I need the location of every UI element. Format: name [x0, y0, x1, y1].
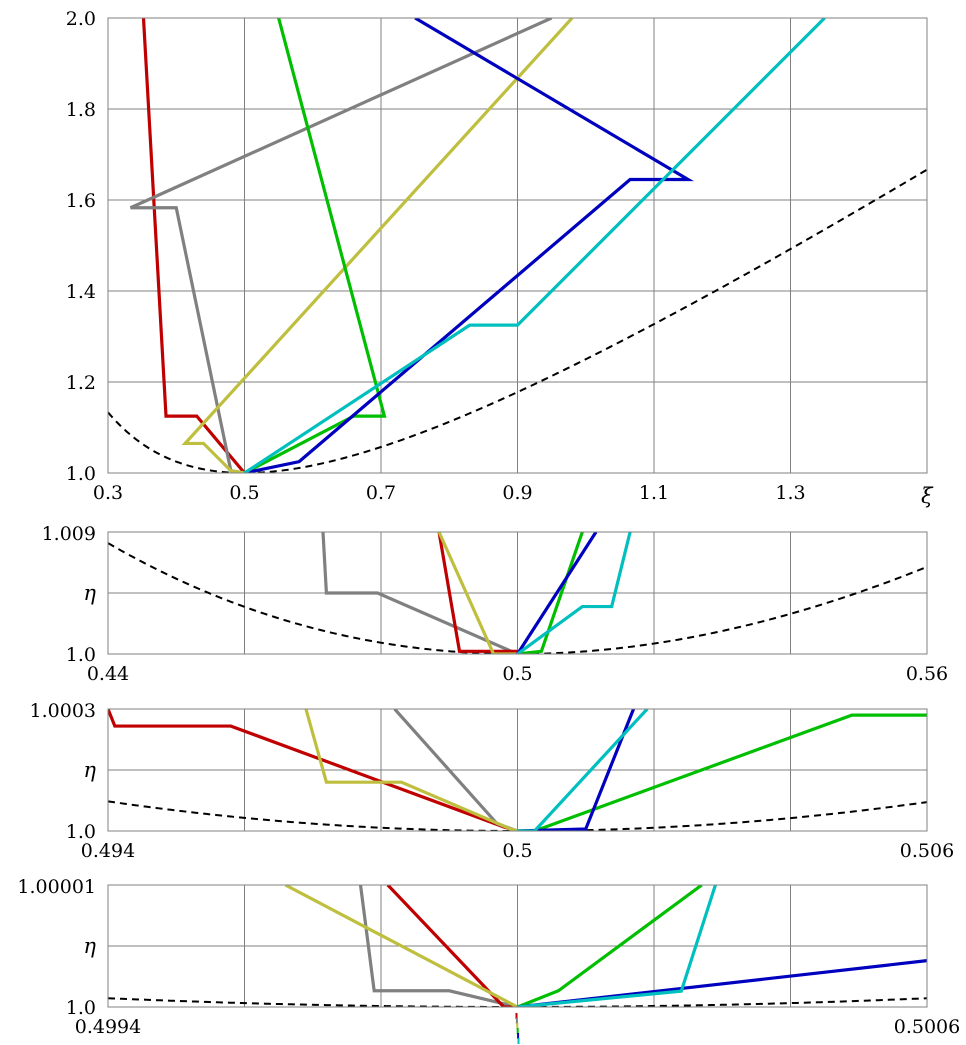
y-tick-label: 2.0 — [66, 8, 96, 30]
reference-curve — [108, 800, 927, 831]
x-tick-label: 0.5 — [502, 663, 532, 685]
series-line-red — [437, 532, 518, 653]
grid — [108, 884, 927, 1008]
series-line-cyan — [243, 18, 826, 473]
series-line-yellow — [181, 18, 574, 473]
y-tick-label: 1.0 — [66, 997, 96, 1019]
x-tick-label: 0.5 — [502, 840, 532, 862]
y-tick-label: 1.0003 — [30, 700, 96, 722]
plot-frame — [107, 884, 928, 1008]
y-tick-label: 1.009 — [42, 523, 96, 545]
reference-curve — [108, 542, 927, 654]
zoom-panel-2: 1.0 η 1.0003 0.494 0.5 0.506 — [30, 700, 955, 862]
x-axis-label: ξ — [921, 484, 934, 508]
y-tick-label: 1.00001 — [17, 876, 96, 898]
series-line-red — [141, 18, 246, 473]
series-line-red — [386, 885, 518, 1007]
series-line-cyan — [516, 532, 632, 654]
series-line-green — [243, 18, 387, 473]
y-tick-label: 1.0 — [66, 463, 96, 485]
reference-curve — [108, 997, 927, 1007]
y-tick-label: 1.6 — [66, 190, 96, 212]
series-line-blue — [244, 18, 694, 473]
zoom-panel-3: 1.0 η 1.00001 0.4994 0.5006 — [17, 876, 960, 1044]
x-tick-label: 0.3 — [93, 482, 123, 504]
y-tick-label: η — [83, 581, 96, 605]
series-line-green — [517, 713, 927, 831]
series-line-blue — [517, 709, 636, 831]
y-tick-label: 1.4 — [66, 281, 96, 303]
x-tick-label: 0.7 — [366, 482, 396, 504]
plot-frame — [107, 531, 928, 655]
series-line-gray — [321, 532, 519, 654]
y-tick-label: 1.0 — [66, 644, 96, 666]
x-tick-label: 0.494 — [81, 840, 135, 862]
series-line-gray — [358, 885, 518, 1007]
grid — [108, 531, 927, 655]
x-tick-label: 0.56 — [906, 663, 948, 685]
y-tick-label: η — [83, 934, 96, 958]
x-tick-label: 1.1 — [639, 482, 669, 504]
x-tick-label: 1.3 — [775, 482, 805, 504]
plot-frame — [107, 17, 928, 474]
plot-frame — [107, 708, 928, 832]
series-line-yellow — [437, 532, 518, 654]
x-tick-label: 0.5006 — [894, 1016, 960, 1038]
y-tick-label: 1.8 — [66, 99, 96, 121]
series-line-yellow — [304, 709, 518, 831]
grid — [108, 17, 927, 474]
series-line-cyan — [517, 885, 717, 1007]
series-line-green — [516, 885, 703, 1007]
x-tick-label: 0.5 — [229, 482, 259, 504]
series-line-yellow — [284, 885, 519, 1007]
series-line-blue — [516, 532, 598, 654]
x-tick-label: 0.4994 — [75, 1016, 141, 1038]
y-tick-label: 1.0 — [66, 821, 96, 843]
main-panel: 1.0 1.2 1.4 1.6 1.8 2.0 0.3 0.5 0.7 0.9 1.1 1.3 ξ — [66, 8, 934, 508]
y-tick-label: η — [83, 758, 96, 782]
y-tick-label: 1.2 — [66, 372, 96, 394]
x-tick-label: 0.44 — [87, 663, 129, 685]
reference-curve — [108, 168, 927, 473]
series-line-cyan — [517, 709, 649, 831]
x-tick-label: 0.9 — [502, 482, 532, 504]
x-tick-label: 0.506 — [900, 840, 954, 862]
zoom-panel-1: 1.0 η 1.009 0.44 0.5 0.56 — [42, 523, 949, 685]
